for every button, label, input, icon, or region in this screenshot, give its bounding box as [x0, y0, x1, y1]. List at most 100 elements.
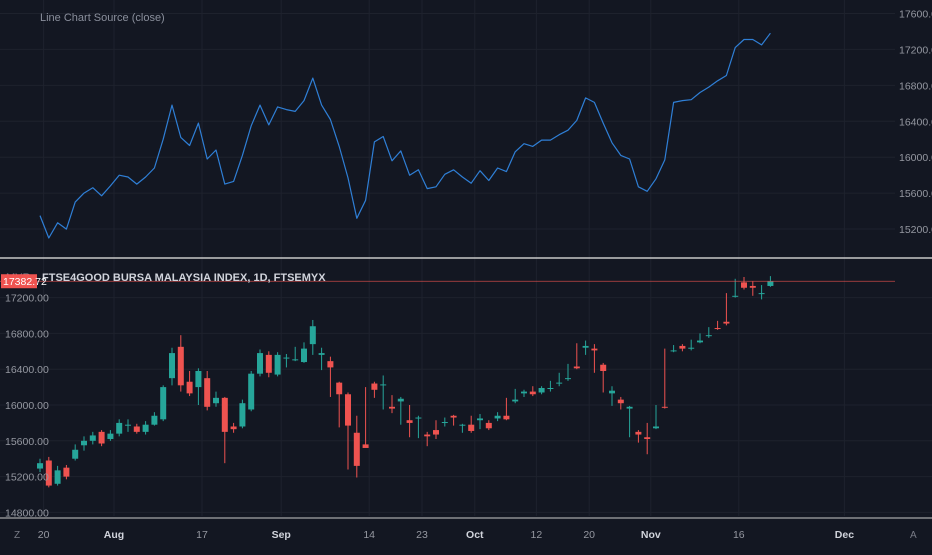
candle: [177, 335, 184, 392]
time-axis[interactable]: 20 Aug 17 Sep 14 23 Oct 12 20 Nov 16 Dec: [38, 529, 854, 541]
main-y-tick-label: 16800.00: [5, 328, 49, 340]
candle-body: [653, 426, 659, 429]
top-y-tick-label: 15200.00: [899, 224, 932, 236]
candle-body: [714, 328, 721, 330]
candle-body: [389, 406, 395, 409]
candle: [635, 430, 642, 443]
candle: [45, 456, 52, 488]
candle-body: [556, 382, 563, 384]
x-tick-label: Dec: [835, 529, 854, 541]
candle: [37, 458, 43, 473]
x-tick-label: Sep: [272, 529, 291, 541]
candle: [98, 430, 105, 447]
candle: [213, 391, 219, 407]
candle-body: [697, 340, 703, 343]
candle-body: [494, 415, 501, 419]
candle: [142, 421, 149, 435]
last-price-badge: 17382.72: [1, 274, 47, 289]
candle: [600, 362, 607, 393]
candle: [565, 363, 571, 381]
candle-body: [37, 463, 43, 469]
candle: [688, 339, 695, 351]
candle: [389, 395, 395, 414]
candle-body: [195, 370, 202, 388]
candle-body: [529, 391, 536, 395]
candle-body: [477, 418, 483, 421]
candle-body: [723, 321, 730, 324]
candle: [380, 375, 387, 410]
auto-scale-icon[interactable]: A: [910, 530, 917, 541]
top-y-tick-label: 16400.00: [899, 116, 932, 128]
candle-body: [600, 364, 607, 371]
x-tick-label: 17: [196, 529, 208, 541]
candle-body: [98, 431, 105, 444]
candle-body: [221, 397, 228, 432]
x-tick-label: Aug: [104, 529, 124, 541]
candle: [309, 319, 316, 355]
top-pane-grid: [0, 12, 895, 230]
candle-body: [626, 406, 633, 409]
candle-body: [160, 387, 167, 420]
candle-body: [485, 422, 492, 429]
candle: [653, 405, 659, 430]
last-price-value: 17382.72: [3, 276, 47, 288]
main-y-tick-label: 16000.00: [5, 400, 49, 412]
candle-body: [151, 415, 158, 425]
main-y-tick-label: 15600.00: [5, 436, 49, 448]
candle: [397, 396, 404, 425]
candle: [705, 327, 712, 338]
top-y-tick-label: 17600.00: [899, 8, 932, 20]
candle-body: [362, 444, 369, 448]
candle-body: [345, 394, 351, 426]
candle-body: [318, 353, 325, 355]
candle: [107, 430, 114, 441]
top-price-axis[interactable]: 15200.00 15600.00 16000.00 16400.00 16800.00…: [899, 8, 932, 236]
candle-body: [433, 430, 439, 435]
candle: [125, 419, 131, 432]
candle-body: [107, 433, 114, 440]
candle-body: [230, 426, 237, 430]
candle-body: [292, 359, 299, 361]
candle-body: [758, 293, 765, 295]
candle: [362, 387, 369, 448]
timezone-z-icon[interactable]: Z: [14, 530, 20, 541]
candle: [485, 420, 492, 431]
main-price-axis[interactable]: 14800.00 15200.00 15600.00 16000.00 16400.00…: [5, 293, 49, 520]
candle-body: [327, 361, 334, 368]
candle: [512, 388, 519, 404]
candle-body: [133, 426, 140, 432]
candle: [318, 347, 325, 371]
candle: [63, 464, 70, 480]
candle: [204, 370, 211, 411]
candle-body: [670, 350, 677, 352]
candlestick-series: [37, 276, 774, 488]
candle-body: [204, 378, 211, 407]
candle-body: [512, 399, 519, 402]
candle-body: [186, 381, 193, 394]
candle: [609, 386, 615, 406]
candle: [353, 415, 360, 478]
candle: [89, 431, 96, 445]
candle: [116, 419, 123, 437]
candle-body: [538, 388, 545, 393]
candle-body: [732, 295, 739, 297]
x-tick-label: 16: [733, 529, 745, 541]
candle-body: [274, 354, 281, 375]
candle: [521, 389, 527, 397]
candle-body: [45, 460, 52, 486]
candle: [327, 356, 334, 397]
candle-body: [617, 399, 624, 404]
candle-body: [239, 403, 246, 427]
candle-body: [248, 373, 255, 410]
x-tick-label: 20: [583, 529, 595, 541]
main-y-tick-label: 16400.00: [5, 364, 49, 376]
candle-body: [397, 398, 404, 402]
candle: [547, 380, 554, 392]
candle: [617, 396, 624, 410]
candle-body: [767, 281, 774, 286]
main-pane-grid: [0, 297, 932, 513]
candle: [72, 444, 79, 461]
candle-body: [169, 353, 175, 379]
